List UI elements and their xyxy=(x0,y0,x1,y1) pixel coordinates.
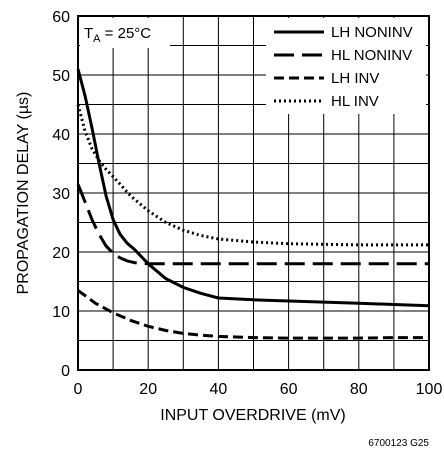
y-tick-label: 40 xyxy=(52,127,70,144)
x-tick-label: 0 xyxy=(74,381,83,398)
y-tick-label: 50 xyxy=(52,68,70,85)
x-tick-label: 20 xyxy=(139,381,157,398)
annotation-subscript: A xyxy=(93,33,101,45)
series-line xyxy=(76,183,429,266)
temperature-annotation: TA = 25°C xyxy=(84,25,151,45)
x-tick-label: 80 xyxy=(350,381,368,398)
y-tick-label: 60 xyxy=(52,9,70,26)
y-tick-label: 0 xyxy=(61,363,70,380)
x-tick-label: 100 xyxy=(416,381,443,398)
series-line xyxy=(76,68,430,308)
y-axis-title: PROPAGATION DELAY (µs) xyxy=(15,92,32,295)
plot-frame xyxy=(77,15,430,371)
legend-background xyxy=(266,18,426,114)
y-tick-label: 30 xyxy=(52,186,70,203)
series-line xyxy=(77,289,429,340)
x-tick-label: 60 xyxy=(280,381,298,398)
figure-id: 6700123 G25 xyxy=(368,438,429,449)
annotation-rest: = 25°C xyxy=(101,25,152,42)
series-line xyxy=(76,104,429,247)
legend-items: LH NONINV HL NONINV LH INV HL INV xyxy=(274,24,413,110)
legend-label: LH INV xyxy=(331,70,379,87)
y-tick-label: 20 xyxy=(52,245,70,262)
x-tick-label: 40 xyxy=(210,381,228,398)
legend-label: LH NONINV xyxy=(331,24,413,41)
x-axis-title: INPUT OVERDRIVE (mV) xyxy=(160,407,346,424)
y-tick-label: 10 xyxy=(52,304,70,321)
legend-label: HL INV xyxy=(331,93,379,110)
tick-labels: 0 20 40 60 80 100 0 10 20 30 40 50 60 xyxy=(52,9,442,398)
temperature-annotation-box: TA = 25°C xyxy=(80,18,170,48)
legend-label: HL NONINV xyxy=(331,47,412,64)
series-lines xyxy=(76,68,430,340)
legend xyxy=(266,18,426,114)
annotation-background xyxy=(80,18,170,48)
annotation-main: T xyxy=(84,25,93,42)
